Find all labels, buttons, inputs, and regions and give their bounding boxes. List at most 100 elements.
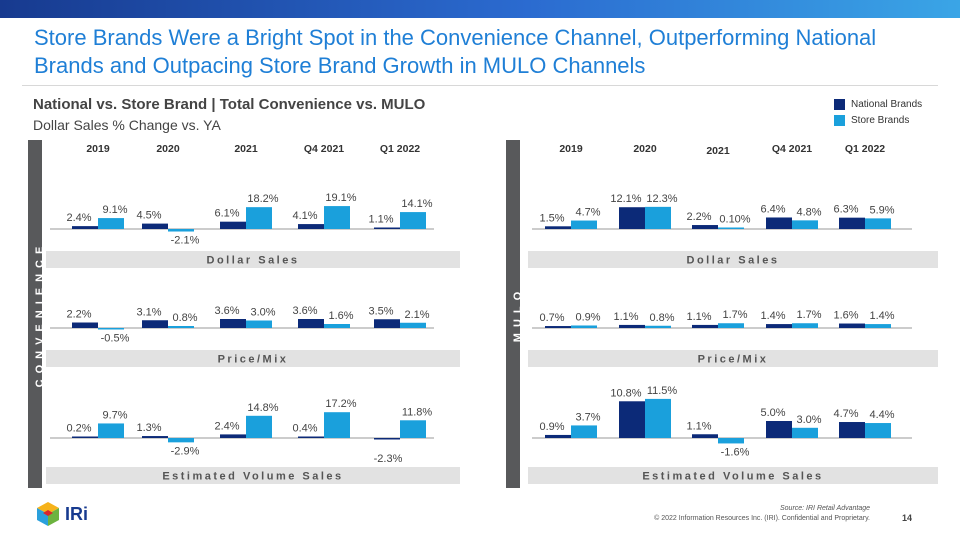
category-label: 2020 — [156, 143, 180, 155]
data-label-store: 0.9% — [575, 311, 600, 323]
bar-national — [766, 324, 792, 328]
bar-national — [298, 224, 324, 229]
bar-store — [400, 212, 426, 229]
data-label-store: 12.3% — [646, 193, 677, 205]
bar-store — [792, 220, 818, 229]
metric-band — [46, 350, 460, 367]
data-label-national: 2.4% — [66, 212, 91, 224]
bar-national — [839, 323, 865, 328]
bar-store — [324, 324, 350, 328]
bar-national — [220, 434, 246, 438]
data-label-store: -2.1% — [171, 235, 200, 247]
bar-national — [374, 319, 400, 328]
data-label-store: -1.6% — [721, 446, 750, 458]
bar-national — [374, 227, 400, 229]
metric-band — [528, 467, 938, 484]
data-label-national: 5.0% — [760, 407, 785, 419]
data-label-store: 9.1% — [102, 204, 127, 216]
bar-national — [619, 324, 645, 328]
data-label-national: 10.8% — [610, 387, 641, 399]
category-label: Q4 2021 — [304, 143, 344, 155]
data-label-national: 1.1% — [686, 311, 711, 323]
metric-band — [528, 251, 938, 268]
data-label-national: 12.1% — [610, 193, 641, 205]
bar-store — [400, 420, 426, 438]
bar-store — [571, 325, 597, 328]
data-label-store: 14.1% — [401, 198, 432, 210]
data-label-national: 6.1% — [214, 208, 239, 220]
iri-logo-text: IRi — [65, 503, 89, 524]
data-label-store: 4.7% — [575, 207, 600, 219]
bar-store — [645, 398, 671, 438]
bar-national — [839, 422, 865, 438]
bar-national — [692, 434, 718, 438]
category-label: 2019 — [559, 143, 583, 155]
bar-store — [246, 415, 272, 438]
data-label-national: 1.1% — [613, 311, 638, 323]
legend: National Brands Store Brands — [834, 96, 922, 128]
data-label-store: 0.8% — [649, 312, 674, 324]
data-label-national: 0.2% — [66, 423, 91, 435]
data-label-store: 1.7% — [796, 309, 821, 321]
bar-national — [220, 319, 246, 328]
side-bar-mulo — [506, 140, 520, 488]
bar-store — [324, 412, 350, 438]
bar-national — [298, 319, 324, 328]
source-note: Source: IRI Retail Advantage — [779, 505, 870, 512]
data-label-store: 1.4% — [869, 310, 894, 322]
data-label-store: 1.7% — [722, 309, 747, 321]
panel-label-convenience: CONVENIENCE — [34, 241, 46, 388]
legend-item-store: Store Brands — [834, 112, 922, 128]
bar-national — [619, 401, 645, 438]
data-label-national: 6.3% — [833, 204, 858, 216]
bar-national — [72, 226, 98, 229]
data-label-store: 14.8% — [247, 402, 278, 414]
metric-label: Dollar Sales — [687, 255, 780, 267]
iri-cube-icon — [37, 502, 59, 526]
legend-swatch-national — [834, 98, 845, 110]
bar-national — [142, 223, 168, 229]
category-label: Q1 2022 — [380, 143, 420, 155]
bar-national — [766, 217, 792, 229]
bar-national — [545, 326, 571, 328]
title-divider — [22, 85, 938, 86]
bar-store — [168, 326, 194, 328]
bar-national — [142, 436, 168, 438]
category-label: Q4 2021 — [772, 143, 812, 155]
metric-label: Dollar Sales — [207, 255, 300, 267]
data-label-national: 2.2% — [66, 309, 91, 321]
bar-store — [792, 323, 818, 328]
legend-label-store: Store Brands — [851, 114, 910, 126]
panel-label-mulo: MULO — [512, 286, 524, 342]
bar-store — [865, 218, 891, 229]
metric-label: Estimated Volume Sales — [162, 471, 343, 483]
bar-store — [571, 425, 597, 438]
data-label-national: 3.6% — [214, 305, 239, 317]
metric-band — [46, 467, 460, 484]
page-number: 14 — [902, 513, 913, 523]
legend-label-national: National Brands — [851, 98, 923, 110]
data-label-store: 3.0% — [250, 307, 275, 319]
data-label-national: 3.6% — [292, 305, 317, 317]
data-label-store: 19.1% — [325, 192, 356, 204]
category-label: 2021 — [706, 145, 730, 157]
data-label-national: 0.9% — [539, 421, 564, 433]
bar-store — [400, 322, 426, 328]
data-label-national: 1.1% — [368, 214, 393, 226]
bar-national — [619, 207, 645, 229]
bar-store — [246, 320, 272, 328]
metric-band — [46, 251, 460, 268]
data-label-national: 2.2% — [686, 211, 711, 223]
bar-national — [298, 436, 324, 438]
data-label-store: 0.10% — [719, 214, 750, 226]
bar-national — [766, 421, 792, 438]
bar-store — [168, 438, 194, 443]
metric-label: Estimated Volume Sales — [642, 471, 823, 483]
data-label-national: -2.3% — [374, 453, 403, 465]
data-label-store: 17.2% — [325, 398, 356, 410]
data-label-store: 11.8% — [402, 406, 433, 418]
data-label-store: 18.2% — [247, 193, 278, 205]
bar-national — [545, 226, 571, 229]
bar-national — [545, 434, 571, 438]
